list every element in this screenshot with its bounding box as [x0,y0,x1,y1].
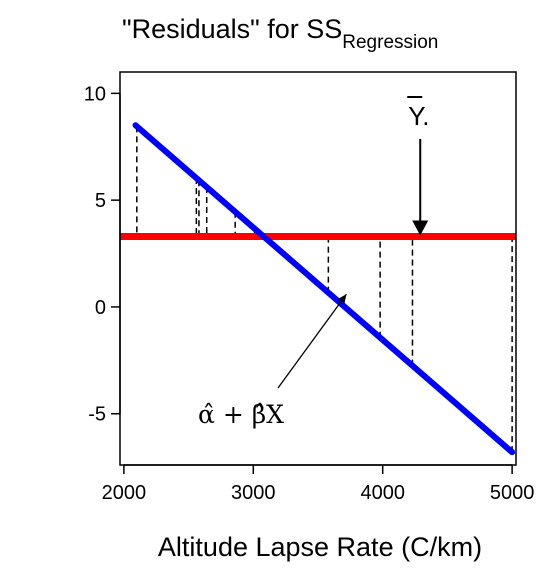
fit-line-layer [132,122,516,456]
chart-title-main: "Residuals" for SS [122,14,342,44]
residual-lines [136,126,513,453]
y-tick-label--5: -5 [88,404,106,426]
x-tick-label-2000: 2000 [102,482,147,504]
fit-label: α̂ + β̂X [198,400,284,429]
x-axis-label: Altitude Lapse Rate (C/km) [158,532,482,562]
x-tick-label-4000: 4000 [360,482,405,504]
ybar-label: Y. [408,101,429,131]
y-tick-label-10: 10 [84,83,106,105]
x-tick-label-5000: 5000 [490,482,535,504]
fit-arrow [277,293,347,389]
y-tick-label-5: 5 [95,190,106,212]
fit-line [132,122,516,456]
ybar-arrow-head [412,220,429,236]
x-tick-label-3000: 3000 [231,482,276,504]
x-axis: 2000 3000 4000 5000 [102,464,535,504]
y-axis: 10 5 0 -5 [84,83,121,426]
chart-title-subscript: Regression [342,32,438,53]
annotation-layer: Y. α̂ + β̂X [198,96,429,429]
chart-title: "Residuals" for SSRegression [122,14,438,53]
y-tick-label-0: 0 [95,297,106,319]
